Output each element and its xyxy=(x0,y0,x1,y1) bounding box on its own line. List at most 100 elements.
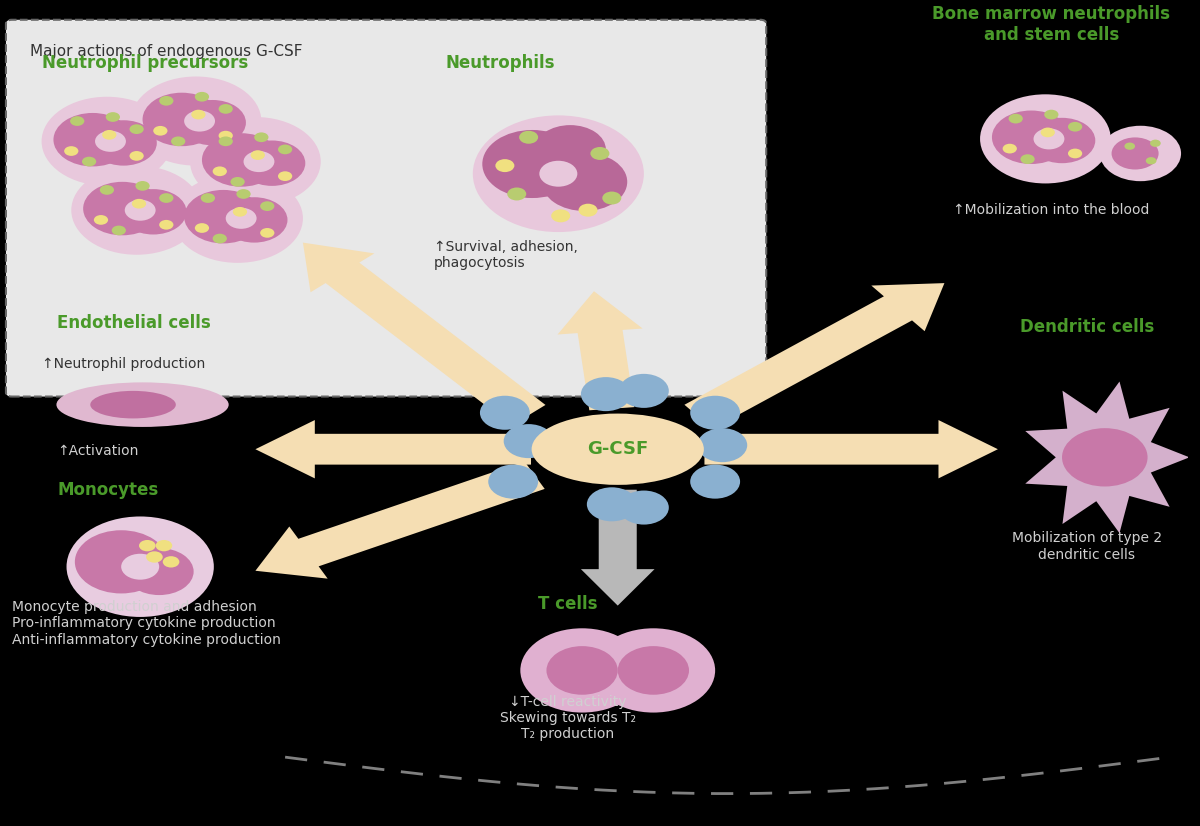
Circle shape xyxy=(218,136,233,146)
Circle shape xyxy=(74,530,168,593)
Circle shape xyxy=(690,464,740,499)
Circle shape xyxy=(992,111,1070,164)
Ellipse shape xyxy=(90,391,176,419)
Circle shape xyxy=(697,428,748,463)
Circle shape xyxy=(1044,110,1058,120)
Text: Neutrophil precursors: Neutrophil precursors xyxy=(42,55,248,73)
Circle shape xyxy=(42,97,173,186)
Circle shape xyxy=(154,126,168,135)
Circle shape xyxy=(194,223,209,233)
Circle shape xyxy=(488,464,538,499)
Circle shape xyxy=(160,96,174,106)
Circle shape xyxy=(121,553,160,580)
Circle shape xyxy=(200,193,215,203)
Circle shape xyxy=(120,189,186,235)
Circle shape xyxy=(581,377,631,411)
Circle shape xyxy=(578,204,598,216)
Circle shape xyxy=(83,182,162,235)
Circle shape xyxy=(480,396,530,430)
Circle shape xyxy=(94,215,108,225)
Circle shape xyxy=(539,161,577,187)
Text: ↓T-cell reactivity
Skewing towards T₂
T₂ production: ↓T-cell reactivity Skewing towards T₂ T₂… xyxy=(500,695,636,742)
Circle shape xyxy=(130,124,144,134)
Circle shape xyxy=(551,209,570,222)
Circle shape xyxy=(1146,157,1157,164)
Text: Mobilization of type 2
dendritic cells: Mobilization of type 2 dendritic cells xyxy=(1012,531,1162,562)
Text: Monocyte production and adhesion
Pro-inflammatory cytokine production
Anti-infla: Monocyte production and adhesion Pro-inf… xyxy=(12,601,281,647)
Ellipse shape xyxy=(532,414,704,485)
Polygon shape xyxy=(704,420,998,478)
Circle shape xyxy=(508,188,527,201)
Circle shape xyxy=(64,146,78,156)
FancyBboxPatch shape xyxy=(6,20,767,396)
Circle shape xyxy=(131,77,262,166)
Circle shape xyxy=(179,100,246,145)
Circle shape xyxy=(546,646,618,695)
Circle shape xyxy=(190,117,320,206)
Circle shape xyxy=(1124,143,1135,150)
Circle shape xyxy=(1111,137,1159,169)
Text: Bone marrow neutrophils
and stem cells: Bone marrow neutrophils and stem cells xyxy=(932,5,1170,44)
Circle shape xyxy=(218,104,233,114)
Polygon shape xyxy=(256,420,532,478)
Circle shape xyxy=(132,199,146,209)
Text: ↑Neutrophil production: ↑Neutrophil production xyxy=(42,357,205,371)
Polygon shape xyxy=(1025,382,1189,533)
Circle shape xyxy=(218,131,233,140)
Circle shape xyxy=(602,192,622,205)
Circle shape xyxy=(100,185,114,195)
Circle shape xyxy=(102,130,116,140)
Circle shape xyxy=(112,225,126,235)
Circle shape xyxy=(136,181,150,191)
Circle shape xyxy=(690,396,740,430)
Circle shape xyxy=(1003,144,1016,154)
Circle shape xyxy=(160,220,174,230)
Text: Monocytes: Monocytes xyxy=(58,482,158,500)
Circle shape xyxy=(54,113,132,166)
Circle shape xyxy=(146,551,163,563)
Circle shape xyxy=(184,111,215,131)
Circle shape xyxy=(980,94,1111,183)
Circle shape xyxy=(202,133,281,187)
Circle shape xyxy=(139,540,156,551)
Polygon shape xyxy=(302,243,546,425)
Circle shape xyxy=(592,629,715,713)
Circle shape xyxy=(163,556,179,567)
Circle shape xyxy=(482,130,582,198)
Text: Major actions of endogenous G-CSF: Major actions of endogenous G-CSF xyxy=(30,44,302,59)
Circle shape xyxy=(194,92,209,102)
Circle shape xyxy=(619,491,668,525)
Circle shape xyxy=(278,171,293,181)
Text: T cells: T cells xyxy=(538,595,598,613)
Circle shape xyxy=(504,424,553,458)
Circle shape xyxy=(173,173,302,263)
Circle shape xyxy=(496,159,515,172)
Circle shape xyxy=(125,548,193,595)
Circle shape xyxy=(156,540,173,551)
Circle shape xyxy=(106,112,120,122)
Circle shape xyxy=(160,193,174,203)
Circle shape xyxy=(212,166,227,176)
Circle shape xyxy=(221,197,288,243)
Circle shape xyxy=(473,116,644,232)
Circle shape xyxy=(184,190,263,244)
Circle shape xyxy=(260,202,275,211)
Circle shape xyxy=(95,131,126,152)
Circle shape xyxy=(236,189,251,199)
Circle shape xyxy=(1068,122,1082,131)
Circle shape xyxy=(590,147,610,160)
Circle shape xyxy=(520,131,538,144)
Circle shape xyxy=(71,166,202,254)
Circle shape xyxy=(90,121,157,166)
Text: ↑Mobilization into the blood: ↑Mobilization into the blood xyxy=(953,203,1150,217)
Ellipse shape xyxy=(56,382,229,427)
Circle shape xyxy=(1068,149,1082,159)
Circle shape xyxy=(226,208,257,229)
Circle shape xyxy=(125,200,156,221)
Circle shape xyxy=(143,93,221,146)
Circle shape xyxy=(1008,114,1022,123)
Circle shape xyxy=(278,145,293,154)
Circle shape xyxy=(619,374,668,408)
Circle shape xyxy=(1040,127,1055,137)
Text: Neutrophils: Neutrophils xyxy=(445,55,554,73)
